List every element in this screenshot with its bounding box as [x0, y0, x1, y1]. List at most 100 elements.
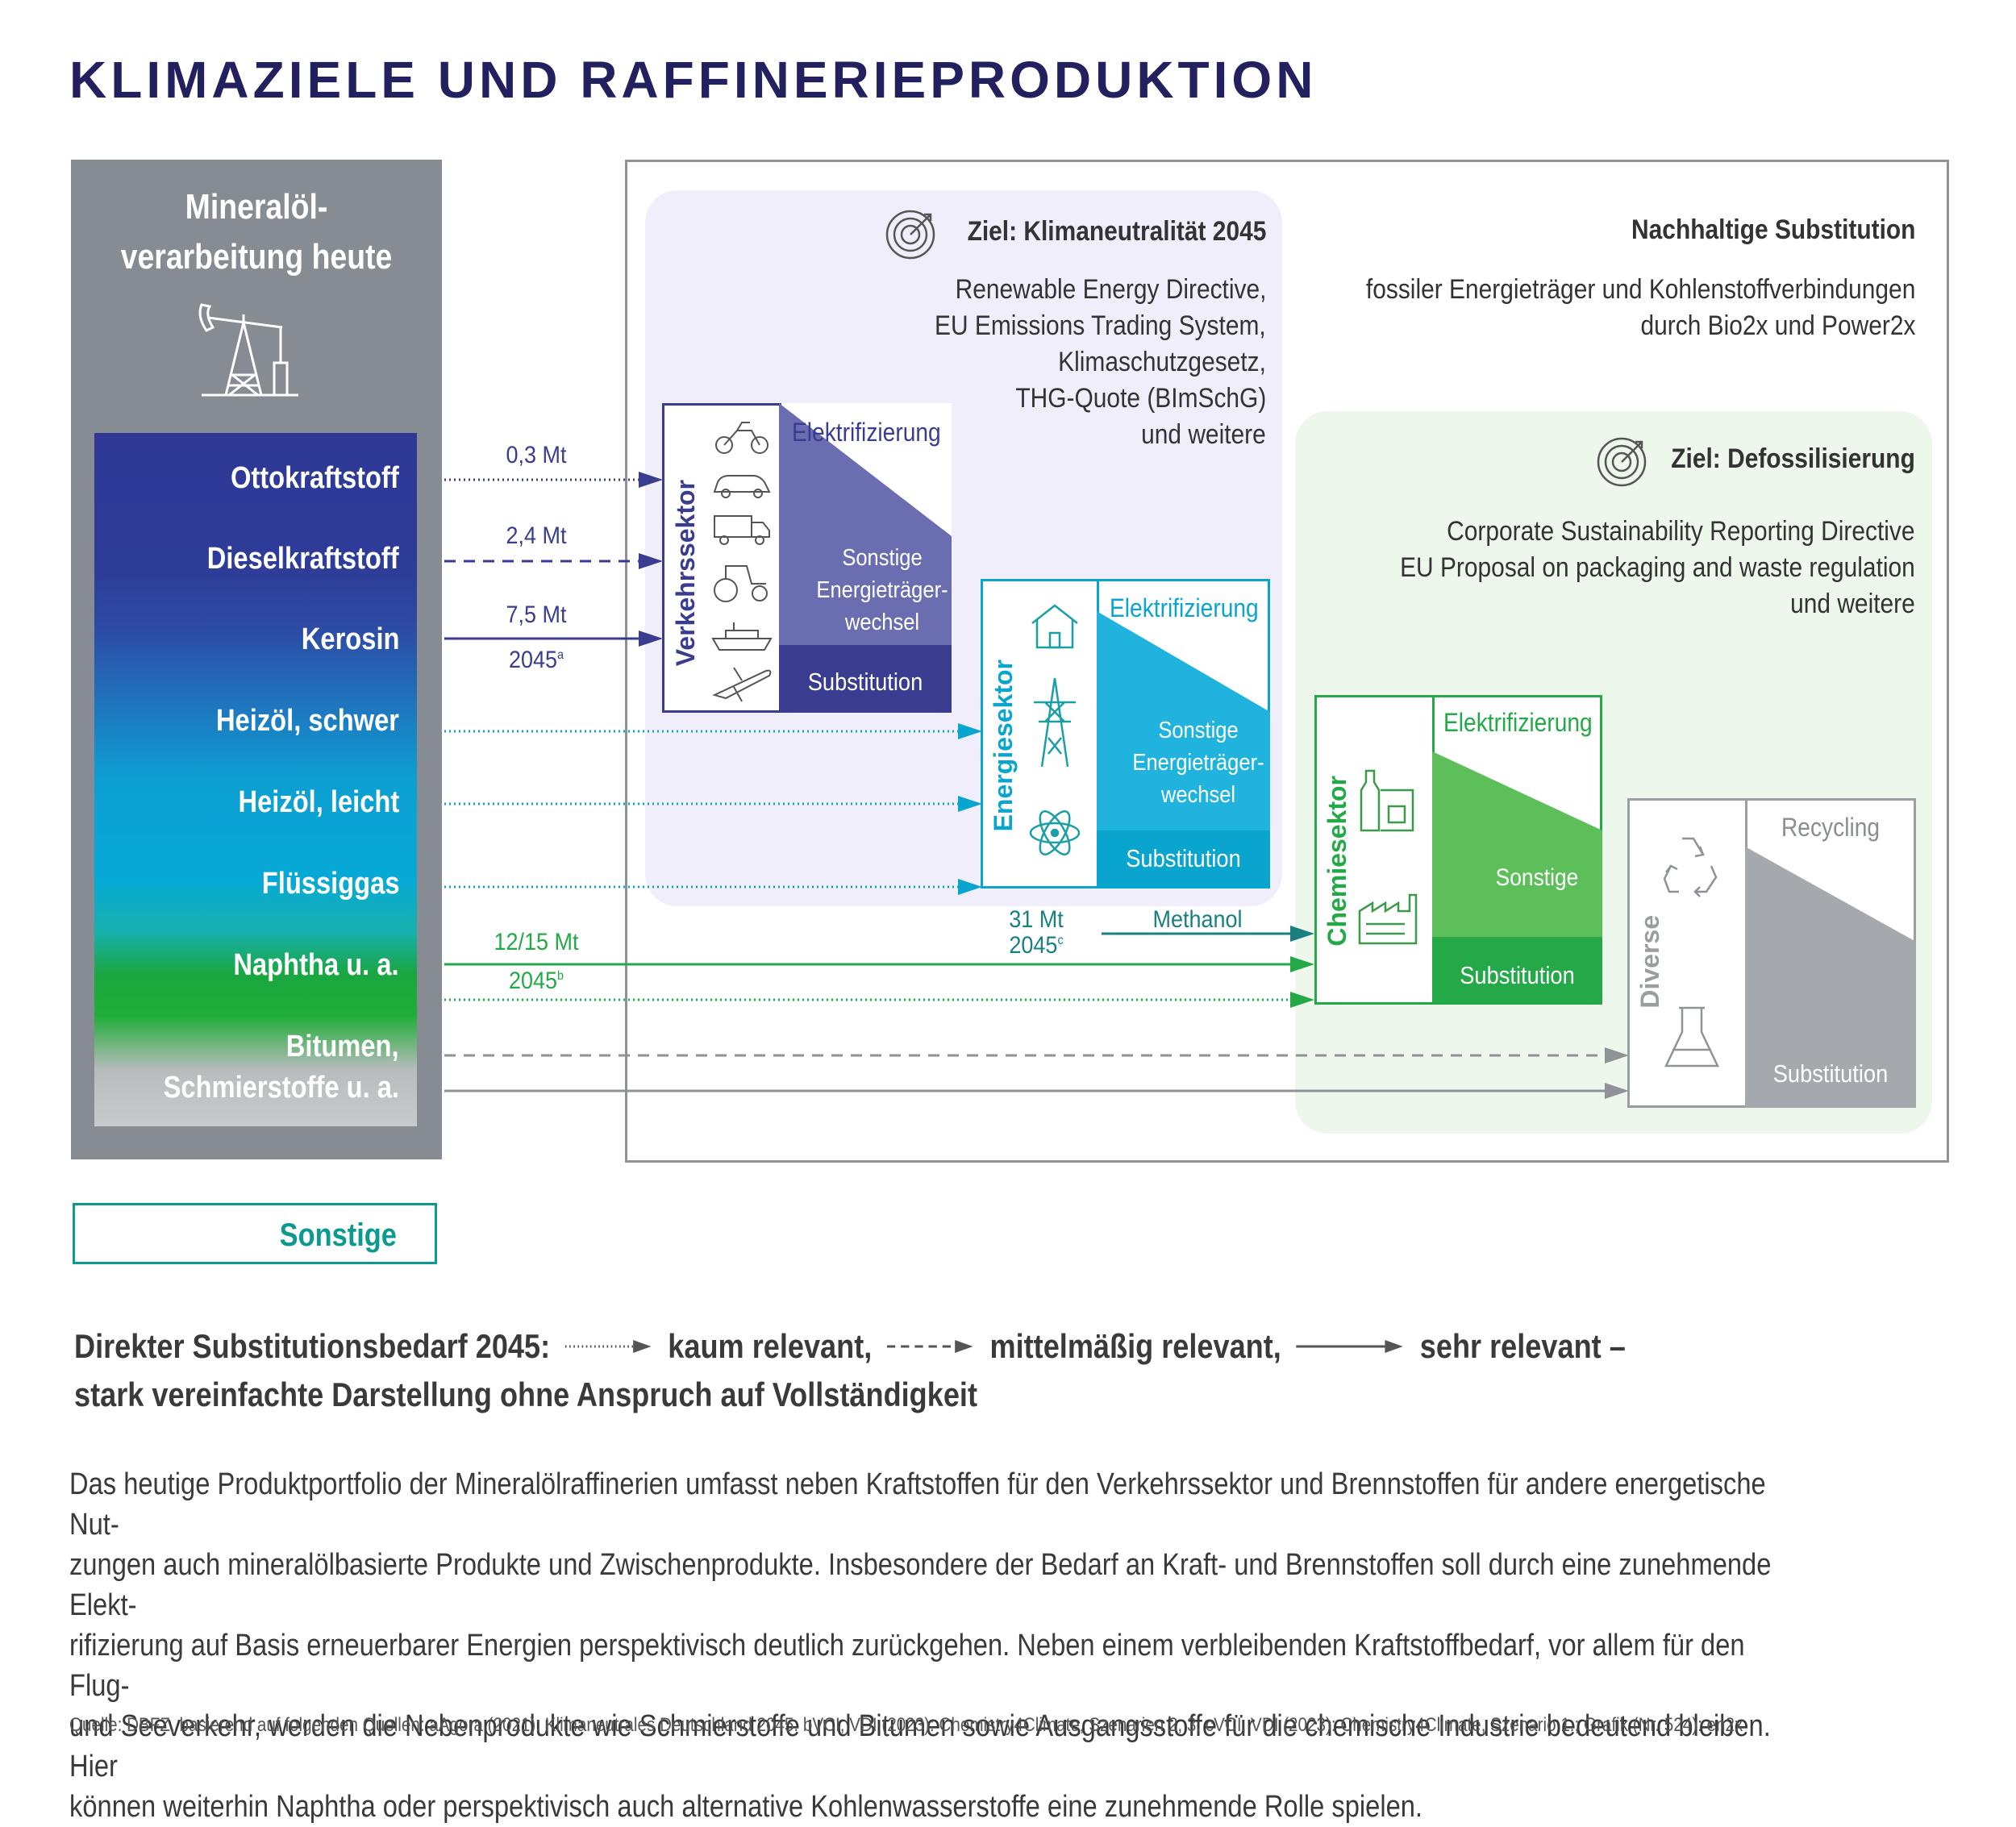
flow-otto — [444, 472, 663, 488]
energy-icons — [1029, 604, 1081, 855]
truck-icon — [714, 515, 770, 545]
motorcycle-icon — [715, 422, 768, 454]
flow-otto-amount: 0,3 Mt — [506, 442, 567, 468]
defossil-goal-title: Ziel: Defossilisierung — [1671, 443, 1915, 474]
sustainable-substitution-line: durch Bio2x und Power2x — [1640, 310, 1915, 341]
energy-sector-chart — [1097, 579, 1270, 889]
flow-diesel-amount: 2,4 Mt — [506, 522, 567, 549]
energy-electrification-label: Elektrifizierung — [1110, 593, 1259, 622]
diverse-substitution-label: Substitution — [1772, 1059, 1889, 1088]
chemistry-sector-chart — [1432, 695, 1602, 1005]
flow-kerosin — [444, 631, 663, 647]
climate-goal-line: Renewable Energy Directive, — [955, 274, 1266, 305]
chemistry-substitution-label: Substitution — [1460, 961, 1575, 989]
diverse-sector-chart — [1745, 798, 1916, 1108]
flow-bitumen — [444, 1047, 1629, 1063]
target-icon — [1597, 437, 1647, 487]
paragraph-line: zungen auch mineralölbasierte Produkte u… — [69, 1548, 1772, 1622]
defossil-goal-line: EU Proposal on packaging and waste regul… — [1400, 552, 1915, 583]
legend-high: sehr relevant – — [1419, 1327, 1626, 1365]
climate-goal-title: Ziel: Klimaneutralität 2045 — [967, 216, 1266, 247]
atom-icon — [1029, 810, 1081, 855]
transport-sector-chart — [779, 403, 952, 713]
climate-goal-line: EU Emissions Trading System, — [935, 310, 1266, 341]
product-heizoel-schwer: Heizöl, schwer — [215, 704, 399, 738]
diverse-recycling-label: Recycling — [1781, 813, 1881, 842]
climate-goal-line: und weitere — [1141, 419, 1266, 450]
factory-icon — [1358, 893, 1418, 945]
chemistry-other-label: Sonstige — [1495, 864, 1579, 891]
ship-icon — [711, 622, 773, 651]
product-naphtha: Naphtha u. a. — [233, 948, 399, 982]
legend-dashed-arrow — [887, 1340, 973, 1353]
legend-line2: stark vereinfachte Darstellung ohne Ansp… — [74, 1375, 977, 1413]
climate-goal-line: THG-Quote (BImSchG) — [1015, 383, 1266, 414]
legend-mid: mittelmäßig relevant, — [989, 1327, 1281, 1365]
transport-other-label: Sonstige Energieträger-wechsel — [816, 545, 948, 635]
legend: Direkter Substitutionsbedarf 2045: kaum … — [74, 1322, 1626, 1419]
energy-substitution-label: Substitution — [1126, 844, 1241, 872]
flow-naphtha-year: 2045b — [508, 968, 564, 994]
flow-methanol-label: Methanol — [1152, 906, 1243, 933]
product-gradient-bar — [94, 433, 417, 1126]
paragraph-line: rifizierung auf Basis erneuerbarer Energ… — [69, 1629, 1745, 1703]
transport-electrification-label: Elektrifizierung — [792, 418, 941, 447]
diverse-icons — [1663, 837, 1719, 1067]
defossil-goal-line: und weitere — [1790, 589, 1915, 619]
transport-icons — [711, 422, 773, 702]
flow-schmierstoffe — [444, 1083, 1629, 1099]
flow-methanol-year: 2045c — [1009, 932, 1064, 959]
description-paragraph: Das heutige Produktportfolio der Mineral… — [69, 1464, 1789, 1827]
transport-substitution-label: Substitution — [807, 668, 923, 696]
car-icon — [713, 475, 771, 498]
oil-pump-icon — [198, 303, 298, 397]
flow-kerosin-year: 2045a — [508, 647, 564, 673]
target-frame — [625, 160, 1949, 1163]
flow-naphtha-amount: 12/15 Mt — [494, 929, 579, 955]
paragraph-line: und Seeverkehr, werden die Nebenprodukte… — [69, 1709, 1771, 1783]
flow-methanol-amount: 31 Mt — [1009, 906, 1064, 933]
flow-diesel — [444, 553, 663, 569]
legend-low: kaum relevant, — [668, 1327, 873, 1365]
flow-heizoel-schwer — [444, 723, 982, 739]
chemistry-electrification-label: Elektrifizierung — [1443, 708, 1593, 737]
flow-naphtha — [444, 956, 1314, 1008]
refinery-column-title: Mineralöl- verarbeitung heute — [99, 182, 414, 282]
flow-kerosin-amount: 7,5 Mt — [506, 601, 567, 628]
sustainable-substitution-line: fossiler Energieträger und Kohlenstoffve… — [1365, 274, 1915, 305]
power-pylon-icon — [1034, 677, 1076, 768]
paragraph-line: Das heutige Produktportfolio der Mineral… — [69, 1467, 1766, 1542]
sonstige-label: Sonstige — [279, 1217, 397, 1253]
recycling-icon — [1663, 837, 1718, 897]
source-note: Quelle: DBFZ, basierend auf folgenden Qu… — [69, 1714, 1743, 1736]
product-kerosin: Kerosin — [301, 622, 399, 656]
tractor-icon — [714, 565, 768, 602]
house-icon — [1031, 604, 1078, 649]
product-dieselkraftstoff: Dieselkraftstoff — [207, 542, 399, 576]
legend-solid-arrow — [1296, 1340, 1404, 1353]
product-schmierstoffe: Schmierstoffe u. a. — [163, 1071, 399, 1105]
paragraph-line: können weiterhin Naphtha oder perspektiv… — [69, 1790, 1423, 1824]
product-heizoel-leicht: Heizöl, leicht — [238, 785, 399, 819]
sustainable-substitution-title: Nachhaltige Substitution — [1631, 214, 1915, 245]
flask-icon — [1664, 1006, 1719, 1067]
energy-other-label: Sonstige Energieträger-wechsel — [1132, 718, 1264, 808]
flow-methanol — [1102, 926, 1314, 942]
product-fluessiggas: Flüssiggas — [261, 867, 399, 901]
sonstige-box — [73, 1203, 437, 1264]
refinery-title-line2: verarbeitung heute — [120, 237, 393, 277]
flow-heizoel-leicht — [444, 796, 982, 812]
flow-fluessiggas — [444, 879, 982, 895]
refinery-title-line1: Mineralöl- — [185, 187, 328, 227]
chemistry-icons — [1358, 769, 1418, 945]
bottle-icon — [1360, 769, 1414, 832]
defossil-goal-line: Corporate Sustainability Reporting Direc… — [1447, 516, 1915, 547]
airplane-icon — [712, 667, 772, 702]
flow-arrows — [444, 472, 1629, 1099]
legend-dotted-arrow — [565, 1340, 652, 1353]
climate-goal-line: Klimaschutzgesetz, — [1058, 347, 1266, 377]
product-bitumen: Bitumen, — [286, 1030, 399, 1063]
target-icon — [885, 210, 935, 260]
product-ottokraftstoff: Ottokraftstoff — [231, 461, 399, 495]
legend-prefix: Direkter Substitutionsbedarf 2045: — [74, 1327, 551, 1365]
